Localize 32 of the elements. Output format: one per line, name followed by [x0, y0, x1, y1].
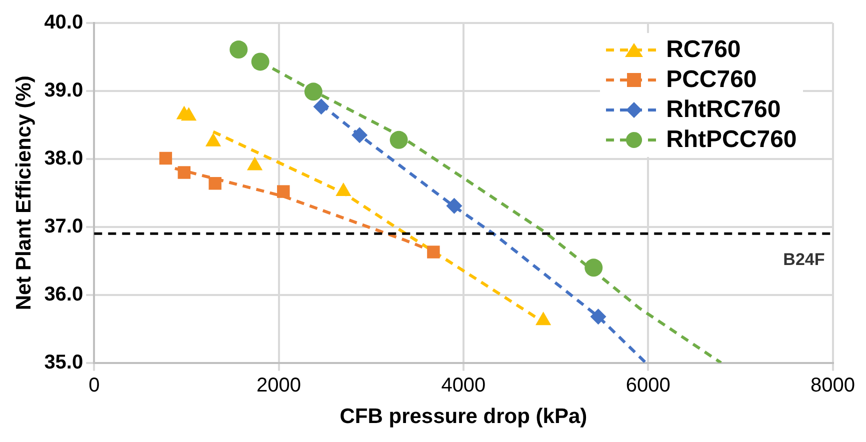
point — [159, 152, 172, 165]
y-tick-label: 39.0 — [44, 79, 84, 102]
point — [390, 130, 408, 149]
legend-label: RC760 — [666, 36, 741, 64]
point — [584, 258, 603, 277]
legend-label: RhtPCC760 — [666, 126, 797, 154]
x-tick-label: 0 — [88, 374, 100, 396]
point — [277, 185, 290, 198]
x-tick-label: 4000 — [441, 374, 486, 396]
point — [178, 166, 191, 179]
point — [590, 308, 606, 325]
y-axis-title: Net Plant Efficiency (%) — [12, 76, 36, 310]
ref-line-label: B24F — [783, 250, 825, 269]
point — [304, 82, 322, 101]
legend-label: RhtRC760 — [666, 96, 781, 124]
point — [208, 177, 222, 190]
point — [230, 40, 248, 59]
legend-label: PCC760 — [666, 66, 757, 94]
y-tick-label: 35.0 — [44, 351, 84, 374]
y-tick-label: 38.0 — [44, 147, 84, 170]
x-tick-label: 2000 — [256, 374, 302, 396]
y-tick-label: 36.0 — [44, 283, 84, 306]
point — [313, 98, 330, 115]
point — [446, 198, 462, 214]
x-axis-title: CFB pressure drop (kPa) — [340, 405, 588, 428]
y-tick-label: 40.0 — [44, 12, 84, 34]
point — [427, 246, 440, 258]
point — [352, 127, 368, 144]
y-tick-label: 37.0 — [44, 215, 84, 238]
x-tick-label: 6000 — [626, 374, 670, 396]
x-tick-label: 8000 — [810, 374, 856, 396]
point — [251, 52, 270, 71]
